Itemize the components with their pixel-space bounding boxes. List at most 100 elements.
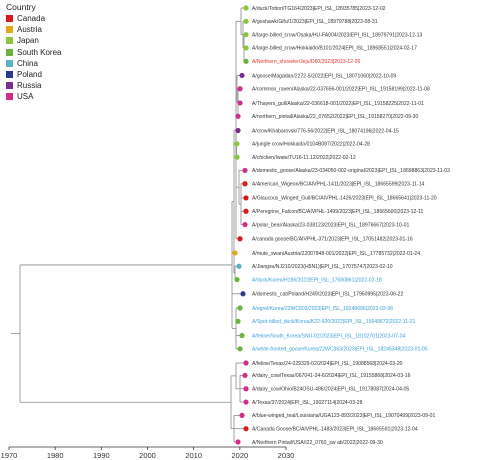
tip-label: A/Spot-billed_duck/Korea/K22-920/2022|EP… (252, 319, 416, 325)
tip-label: A/northern_pintail/Alaska/22_07652/2022|… (252, 114, 419, 120)
legend-label: Canada (17, 14, 46, 24)
tip-marker (243, 58, 249, 64)
tip-label: A/polar_bear/Alaska/23-038123/2023|EPI_I… (252, 222, 409, 228)
axis-tick-label: 2010 (185, 451, 202, 460)
tip-marker (239, 72, 245, 79)
tip-marker (232, 250, 238, 256)
axis-tick-label: 1980 (47, 451, 64, 460)
legend-item: Poland (6, 69, 61, 80)
legend-label: Poland (17, 70, 42, 80)
legend-swatch (6, 71, 13, 79)
tip-label: A/feline/Texas/24-029329-02/2024|EPI_ISL… (252, 361, 403, 367)
tip-marker (239, 412, 245, 418)
legend-label: USA (17, 92, 34, 102)
tip-marker (239, 332, 245, 339)
legend-swatch (6, 26, 13, 34)
legend-swatch (6, 15, 13, 23)
tip-label: A/dairy_cow/Texas/067041-24-6/2024|EPI_I… (252, 373, 411, 379)
tip-marker (242, 181, 248, 187)
tip-label: A/duck/Tottori/TG164/2023|EPI_ISL_189357… (252, 6, 386, 12)
tip-marker (234, 141, 240, 147)
legend-title: Country (6, 2, 36, 12)
tip-marker (237, 236, 243, 242)
tip-label: A/egret/Korea/22WC603/2023|EPI_ISL_18248… (252, 306, 393, 312)
legend-item: China (6, 58, 61, 69)
tip-label: A/Northern Pintail/USA/I22_0760_sw ab/20… (252, 440, 383, 446)
tip-marker (243, 18, 249, 24)
legend-label: South Korea (17, 47, 62, 57)
legend-label: Austria (17, 25, 42, 35)
tip-marker (243, 208, 249, 214)
axis-tick-label: 2030 (278, 451, 295, 460)
tip-label: A/Jiangsu/NJ210/2023(H5N1)|EPI_ISL_17075… (252, 264, 393, 270)
tip-marker (242, 372, 248, 379)
tip-label: A/canada goose/BC/AIVPHL-371/2023|EPI_IS… (252, 237, 413, 243)
tip-label: A/goshawk/Gifu/1/2023|EPI_ISL_18979788|2… (252, 19, 378, 25)
tip-label: A/Texas/37/2024|EPI_ISL_19027114|2024-03… (252, 400, 363, 406)
tip-marker (243, 399, 249, 405)
tip-marker (237, 346, 243, 352)
legend-item: USA (6, 91, 61, 102)
legend-label: China (17, 58, 38, 68)
tip-marker (242, 221, 248, 228)
tip-marker (242, 167, 248, 174)
tip-label: A/feline/South_Korea/SNU-02/2023|EPI_ISL… (252, 333, 405, 339)
tip-marker (235, 318, 241, 324)
legend-item: Canada (6, 13, 61, 24)
tip-label: A/jungle crow/Hokkaido/0104B087/2022|202… (252, 142, 370, 148)
legend-label: Russia (17, 81, 42, 91)
tip-label: A/crow/Khabarovsk/776-56/2022|EPI_ISL_18… (252, 128, 399, 134)
tip-label: A/American_Wigeon/BC/AIVPHL-1411/2023|EP… (252, 182, 425, 188)
country-legend: Country Canada Austria Japan South Korea Chi… (6, 2, 61, 103)
tip-label: A/large-billed_crow/Osaka/HU-FA004/2023|… (252, 32, 422, 38)
tip-marker (243, 32, 249, 38)
tip-marker (235, 113, 241, 119)
legend-swatch (6, 48, 13, 56)
tip-label: A/dairy_cow/Ohio/B24OSU-486/2024|EPI_ISL… (252, 387, 409, 393)
tip-label: A/duck/Korea/H186/2022|EPI_ISL_17680861|… (252, 277, 382, 283)
axis-tick-label: 1990 (93, 451, 110, 460)
legend-swatch (6, 59, 13, 67)
legend-item: South Korea (6, 47, 61, 58)
tip-marker (237, 100, 243, 106)
tip-marker (234, 154, 240, 160)
tip-label: A/mute_swan/Austria/22007848-001/2022|EP… (252, 251, 420, 257)
legend-label: Japan (17, 36, 39, 46)
tip-marker (243, 45, 249, 51)
legend-swatch (6, 37, 13, 45)
tree-tips: A/duck/Tottori/TG164/2023|EPI_ISL_189357… (232, 5, 450, 446)
tip-label: A/domestic_cat/Poland/H249/2023|EPI_ISL_… (252, 292, 403, 298)
legend-item: Russia (6, 80, 61, 91)
tip-marker (243, 386, 249, 392)
legend-swatch (6, 82, 13, 90)
legend-item: Austria (6, 24, 61, 35)
tip-label: A/Peregrine_Falcon/BC/AIVPHL-1499/2023|E… (252, 209, 423, 215)
axis-tick-label: 2000 (139, 451, 156, 460)
tip-label: A/Canada Goose/BC/AIVPHL-1483/2023|EPI_I… (252, 426, 418, 432)
legend-item: Japan (6, 35, 61, 46)
tip-label: A/large-billed_crow/Hokkaido/B101/2024|E… (252, 46, 417, 52)
axis-tick-label: 2020 (231, 451, 248, 460)
tip-marker (240, 291, 246, 297)
tip-label: A/white-fronted_goose/Korea/22WC363/2023… (252, 347, 428, 353)
tip-marker (237, 305, 243, 311)
tip-marker (243, 195, 249, 201)
tip-marker (243, 360, 249, 366)
tip-marker (236, 263, 242, 269)
tip-marker (235, 127, 241, 134)
tip-label: A/chicken/Iwate/TU16-11.12/2022|2022-02-… (252, 155, 356, 161)
tip-label: A/Thayers_gull/Alaska/22-036618-001/2022… (252, 101, 424, 107)
tip-label: A/common_raven/Alaska/22-037656-001/2022… (252, 87, 430, 93)
legend-swatch (6, 93, 13, 101)
tip-marker (237, 86, 243, 92)
legend-items: Canada Austria Japan South Korea China Poland… (6, 13, 61, 103)
time-axis: 1970 1980 1990 2000 2010 2020 2030 (1, 446, 295, 460)
tip-marker (235, 439, 241, 445)
tip-label: A/Glaucous_Winged_Gull/BC/AIVPHL-1426/20… (252, 196, 437, 202)
tip-label: A/goose/Magadan/2272-5/2022|EPI_ISL_1807… (252, 73, 396, 79)
tip-label: A/domestic_goose/Alaska/23-034050-002-or… (252, 168, 450, 174)
axis-tick-label: 1970 (1, 451, 18, 460)
tip-marker (243, 426, 249, 432)
tip-marker (234, 276, 240, 283)
tip-marker (243, 5, 249, 11)
